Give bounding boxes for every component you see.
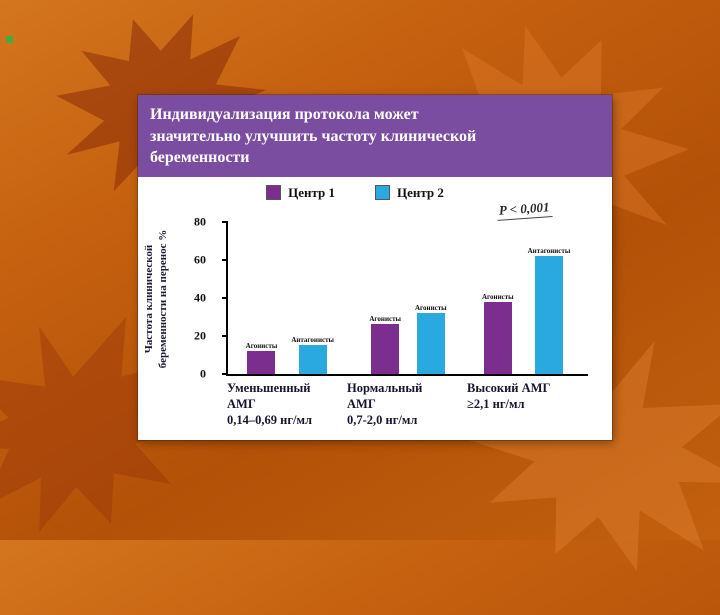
legend-label-center2: Центр 2 [397, 184, 444, 200]
category-label: Высокий АМГ ≥2,1 нг/мл [467, 380, 551, 412]
y-axis-title: Частота клинической беременности на пере… [143, 229, 170, 369]
bar-column: Агонисты [245, 222, 278, 374]
bar-column: Антагонисты [527, 222, 571, 374]
y-tick-label: 80 [194, 214, 206, 229]
legend-swatch-center2 [375, 185, 390, 201]
y-tick-mark [222, 372, 228, 375]
bar [534, 255, 563, 374]
slide-title-line: Индивидуализация протокола может [150, 106, 419, 123]
bar [416, 312, 445, 374]
bar-column: Агонисты [415, 222, 447, 374]
slide-title: Индивидуализация протокола может значите… [138, 95, 612, 177]
bar-column: Агонисты [482, 222, 514, 374]
y-tick-label: 40 [194, 290, 206, 305]
slide-title-line: значительно улучшить частоту клинической [150, 127, 477, 145]
category-label: Нормальный АМГ 0,7-2,0 нг/мл [347, 380, 423, 428]
legend-swatch-center1 [266, 185, 282, 201]
plot-area: Агонисты Антагонисты Агонисты Агонисты Агони… [222, 220, 588, 376]
y-tick-mark [222, 220, 228, 223]
bar-annotation: Антагонисты [291, 336, 335, 345]
bar-chart: Центр 1 Центр 2 P < 0,001 Частота клинич… [138, 176, 612, 438]
bar-annotation: Агонисты [481, 292, 514, 301]
bar-annotation: Антагонисты [527, 246, 571, 255]
corner-dot [6, 36, 13, 43]
y-tick-mark [222, 296, 228, 299]
y-axis-tick-labels: 0 20 40 60 80 [184, 214, 212, 380]
bar-group-1: Агонисты Антагонисты [246, 222, 334, 374]
y-tick-label: 60 [194, 252, 206, 267]
y-tick-mark [222, 258, 228, 261]
bar [483, 301, 512, 374]
slide-title-line: беременности [150, 149, 250, 167]
bar-group-3: Агонисты Антагонисты [482, 222, 570, 374]
y-tick-label: 20 [194, 328, 206, 343]
p-value-annotation: P < 0,001 [496, 198, 553, 221]
bar [371, 324, 400, 374]
category-labels: Уменьшенный АМГ 0,14–0,69 нг/мл Нормальный А… [226, 380, 586, 429]
bar [298, 345, 327, 374]
y-tick-label: 0 [200, 366, 206, 381]
legend-item-center2: Центр 2 [375, 185, 444, 201]
bar-annotation: Агонисты [369, 315, 401, 324]
legend-item-center1: Центр 1 [266, 185, 335, 201]
bar-annotation: Агонисты [245, 341, 278, 350]
slide-panel: Индивидуализация протокола может значите… [138, 95, 612, 440]
bar-column: Антагонисты [291, 222, 334, 374]
bar [247, 350, 276, 374]
category-label: Уменьшенный АМГ 0,14–0,69 нг/мл [227, 380, 313, 428]
chart-legend: Центр 1 Центр 2 [208, 185, 502, 201]
y-tick-mark [222, 334, 228, 337]
bar-group-2: Агонисты Агонисты [369, 222, 447, 374]
bar-annotation: Агонисты [415, 303, 447, 312]
bar-column: Агонисты [369, 222, 401, 374]
legend-label-center1: Центр 1 [288, 184, 335, 200]
